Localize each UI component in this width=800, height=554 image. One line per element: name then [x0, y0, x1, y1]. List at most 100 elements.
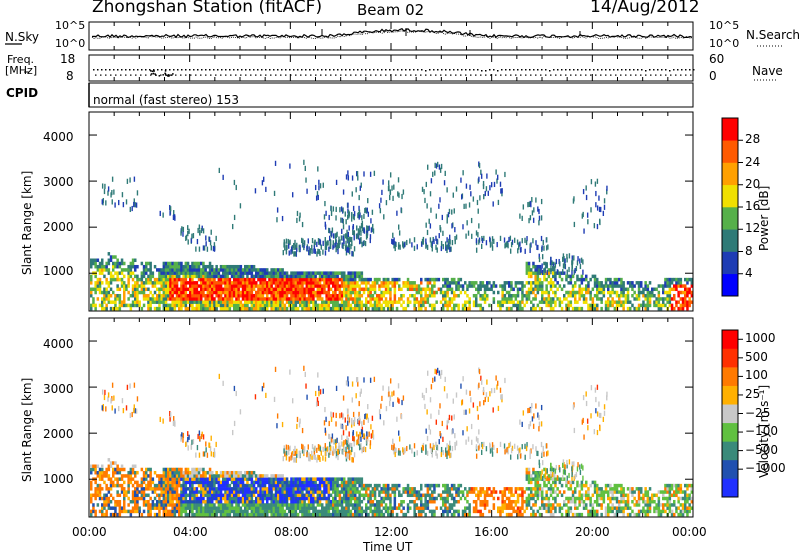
- velocity-cell: [576, 483, 579, 488]
- power-cell: [296, 271, 300, 275]
- power-cell: [299, 290, 302, 295]
- velocity-cell: [442, 483, 445, 488]
- freq-point: [193, 69, 195, 71]
- velocity-cell: [538, 506, 542, 510]
- power-cell: [574, 284, 577, 288]
- velocity-cell: [431, 483, 434, 488]
- velocity-cell: [178, 496, 181, 501]
- velocity-cell: [145, 470, 148, 475]
- power-cell: [211, 277, 214, 282]
- velocity-cell: [673, 503, 676, 507]
- freq-point: [209, 69, 211, 71]
- power-cell: [105, 268, 108, 272]
- nave-point: [530, 74, 532, 76]
- velocity-cell: [598, 496, 601, 501]
- power-cell: [101, 258, 104, 263]
- velocity-cell: [367, 496, 370, 501]
- velocity-cell: [380, 496, 383, 501]
- velocity-cell: [140, 483, 144, 488]
- power-cell: [349, 284, 353, 288]
- velocity-cell: [114, 499, 117, 504]
- power-cell: [281, 274, 284, 279]
- velocity-cell: [156, 512, 159, 517]
- velocity-cell: [175, 506, 179, 510]
- power-cell: [351, 300, 355, 304]
- velocity-cell: [277, 499, 280, 504]
- freq-point: [121, 69, 123, 71]
- power-cell: [178, 297, 181, 301]
- velocity-cell: [503, 487, 507, 491]
- velocity-cell: [402, 499, 405, 504]
- velocity-cell: [112, 506, 115, 510]
- velocity-cell: [580, 496, 584, 501]
- velocity-cell: [648, 503, 652, 507]
- power-cell: [162, 290, 166, 295]
- velocity-cell: [349, 499, 353, 504]
- power-cell: [569, 300, 573, 304]
- freq-point: [137, 69, 139, 71]
- power-cell: [501, 300, 504, 304]
- velocity-cell: [356, 506, 359, 510]
- velocity-cell: [235, 474, 238, 478]
- power-cell: [233, 306, 236, 311]
- velocity-cell: [182, 509, 185, 514]
- power-cell: [222, 300, 225, 304]
- power-cell: [525, 261, 529, 266]
- freq-point: [165, 69, 167, 71]
- power-cell: [136, 293, 139, 298]
- power-cell: [673, 277, 676, 282]
- freq-point: [158, 75, 161, 77]
- power-cell: [244, 306, 247, 311]
- velocity-cell: [109, 512, 113, 517]
- freq-point: [154, 73, 156, 75]
- velocity-cell: [272, 503, 276, 507]
- velocity-cell: [193, 474, 196, 478]
- velocity-cell: [365, 483, 368, 488]
- freq-point: [533, 69, 535, 71]
- velocity-cell: [563, 499, 566, 504]
- power-cell: [239, 274, 243, 279]
- velocity-cell: [367, 487, 370, 491]
- velocity-cell: [574, 487, 577, 491]
- nave-point: [95, 74, 97, 76]
- nave-point: [150, 74, 152, 76]
- power-cell: [356, 303, 359, 308]
- power-cell: [105, 303, 108, 308]
- velocity-cell: [206, 503, 210, 507]
- velocity-cell: [138, 509, 141, 514]
- power-cell: [371, 284, 375, 288]
- velocity-cell: [178, 503, 181, 507]
- power-cell: [283, 306, 287, 311]
- power-cell: [384, 277, 388, 282]
- velocity-cell: [303, 480, 306, 485]
- power-cell: [494, 284, 498, 288]
- velocity-cell: [222, 503, 225, 507]
- power-cell: [519, 303, 522, 308]
- power-cell: [292, 287, 295, 292]
- power-cell: [508, 300, 511, 304]
- power-cell: [413, 306, 416, 311]
- velocity-cell: [235, 477, 238, 481]
- velocity-cell: [527, 503, 531, 507]
- power-cell: [615, 284, 619, 288]
- velocity-cell: [182, 477, 185, 481]
- velocity-cell: [354, 499, 357, 504]
- power-cell: [215, 293, 218, 298]
- velocity-cell: [332, 499, 335, 504]
- power-cell: [160, 284, 163, 288]
- velocity-cell: [362, 496, 366, 501]
- power-cell: [255, 281, 258, 285]
- power-cell: [589, 277, 592, 282]
- power-cell: [96, 277, 100, 282]
- velocity-cell: [411, 490, 414, 494]
- velocity-cell: [541, 503, 544, 507]
- velocity-cell: [382, 487, 386, 491]
- nave-point: [690, 74, 692, 76]
- velocity-cell: [411, 487, 414, 491]
- power-cell: [186, 264, 190, 269]
- freq-point: [469, 69, 471, 71]
- power-cell: [362, 303, 366, 308]
- power-cell: [239, 293, 243, 298]
- velocity-cell: [285, 512, 289, 517]
- velocity-cell: [162, 470, 166, 475]
